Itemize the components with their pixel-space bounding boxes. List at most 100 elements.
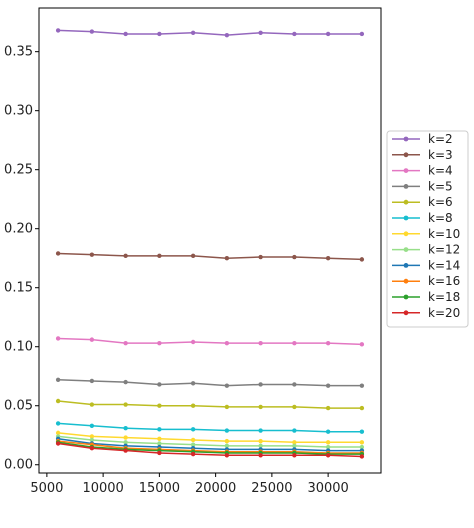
series-k-4 <box>55 336 365 347</box>
legend-marker <box>403 231 409 237</box>
legend-item-k-5: k=5 <box>392 179 453 193</box>
legend-box <box>386 130 469 328</box>
series-line-k-20 <box>58 442 362 458</box>
data-point <box>89 337 95 342</box>
series-k-20 <box>55 441 365 459</box>
data-point <box>55 441 61 446</box>
data-point <box>224 404 230 410</box>
caption-text-fragment <box>4 512 470 526</box>
data-point <box>359 440 365 445</box>
data-point <box>258 340 263 346</box>
data-point <box>89 446 95 451</box>
series-line-k-6 <box>58 400 362 409</box>
data-point <box>55 377 61 382</box>
data-point <box>89 437 95 443</box>
x-tick-label: 15000 <box>139 481 180 496</box>
data-point <box>258 30 263 35</box>
data-point <box>325 405 331 411</box>
plot-area-frame <box>38 7 382 474</box>
data-point <box>157 31 162 37</box>
series-k-3 <box>55 251 365 262</box>
data-point <box>190 339 196 345</box>
data-point <box>157 450 162 456</box>
data-point <box>157 441 162 446</box>
series-k-8 <box>55 421 365 434</box>
data-point <box>190 253 196 259</box>
legend-item-k-8: k=8 <box>392 211 453 225</box>
series-k-12 <box>55 434 365 450</box>
data-point <box>123 425 128 431</box>
data-point <box>224 453 230 458</box>
legend-item-k-6: k=6 <box>392 195 453 209</box>
series-line-k-5 <box>58 379 362 387</box>
data-point <box>123 379 128 385</box>
data-point <box>292 404 297 410</box>
y-tick-label: 0.10 <box>4 340 33 355</box>
legend-item-k-20: k=20 <box>392 306 460 320</box>
data-point <box>359 342 365 347</box>
data-point <box>123 448 128 453</box>
legend-label: k=10 <box>428 227 460 241</box>
data-point <box>359 257 365 262</box>
data-point <box>258 428 263 433</box>
legend-item-k-3: k=3 <box>392 148 453 162</box>
data-point <box>325 453 331 458</box>
legend-label: k=6 <box>428 195 453 209</box>
data-point <box>123 253 128 259</box>
plot-series <box>55 28 365 459</box>
legend-marker <box>403 199 409 205</box>
data-point <box>292 31 297 37</box>
data-point <box>258 404 263 410</box>
data-point <box>325 31 331 37</box>
series-line-k-8 <box>58 422 362 433</box>
data-point <box>359 31 365 37</box>
y-axis: 0.00 0.05 0.10 0.15 0.20 0.25 0.30 0.35 <box>4 45 39 473</box>
data-point <box>224 383 230 388</box>
data-point <box>55 28 61 33</box>
legend: k=2 k=3 k=4k=5 k=6 k=8 k=10 k=12k=14 k=16 k=18 k=… <box>386 130 469 328</box>
series-line-k-2 <box>58 29 362 36</box>
data-point <box>359 454 365 459</box>
legend-label: k=18 <box>428 290 460 304</box>
data-point <box>258 453 263 458</box>
data-point <box>224 438 230 444</box>
series-line-k-16 <box>58 440 362 454</box>
data-point <box>325 444 331 450</box>
data-point <box>190 403 196 408</box>
x-axis: 5000 10000 15000 20000 25000 30000 <box>30 473 349 496</box>
legend-marker <box>403 152 409 158</box>
data-point <box>157 253 162 259</box>
legend-label: k=12 <box>428 243 460 257</box>
legend-label: k=2 <box>428 132 453 146</box>
legend-label: k=16 <box>428 274 460 288</box>
series-line-k-10 <box>58 432 362 444</box>
data-point <box>89 29 95 34</box>
legend-marker <box>403 310 409 316</box>
data-point <box>359 444 365 450</box>
data-point <box>224 256 230 261</box>
data-point <box>292 382 297 387</box>
legend-marker <box>403 184 409 189</box>
series-line-k-3 <box>58 252 362 261</box>
data-point <box>89 423 95 428</box>
data-point <box>258 438 263 444</box>
y-tick-label: 0.00 <box>4 458 33 473</box>
x-tick-label: 20000 <box>195 481 236 496</box>
series-k-2 <box>55 28 365 38</box>
data-point <box>292 440 297 445</box>
legend-label: k=4 <box>428 164 453 178</box>
data-point <box>157 436 162 441</box>
series-k-6 <box>55 398 365 411</box>
data-point <box>325 440 331 445</box>
legend-item-k-16: k=16 <box>392 274 460 288</box>
legend-item-k-10: k=10 <box>392 227 460 241</box>
data-point <box>190 30 196 35</box>
series-line-k-18 <box>58 441 362 455</box>
legend-label: k=20 <box>428 306 460 320</box>
data-point <box>224 32 230 38</box>
data-point <box>123 440 128 445</box>
data-point <box>292 340 297 346</box>
data-point <box>55 398 61 404</box>
data-point <box>325 340 331 346</box>
data-point <box>359 429 365 434</box>
